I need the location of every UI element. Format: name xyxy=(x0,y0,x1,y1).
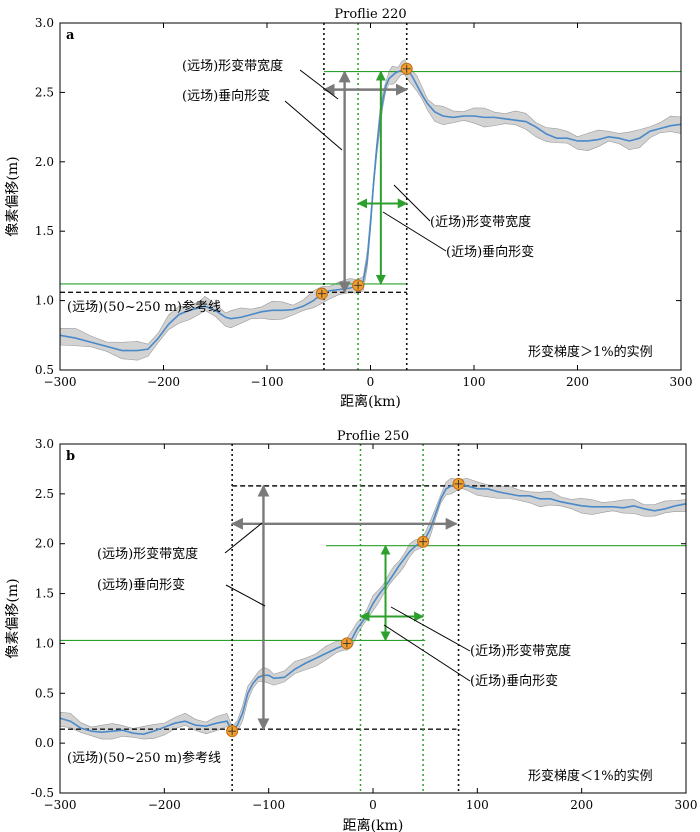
panel-label: a xyxy=(66,28,75,43)
x-tick-label: 100 xyxy=(466,798,489,812)
y-tick-label: -0.5 xyxy=(31,786,54,800)
x-axis-label: 距离(km) xyxy=(343,817,404,832)
x-tick-label: −300 xyxy=(44,798,77,812)
annotation-label: (远场)(50~250 m)参考线 xyxy=(67,750,221,766)
annotation-label: (近场)形变带宽度 xyxy=(470,643,571,659)
y-tick-label: 2.0 xyxy=(35,155,54,169)
annotation-leader-line xyxy=(224,522,263,554)
y-tick-label: 1.0 xyxy=(35,294,54,308)
x-tick-label: −200 xyxy=(148,798,181,812)
x-tick-label: −300 xyxy=(44,375,77,389)
chart-title: Proflie 250 xyxy=(337,429,409,444)
annotation-leader-line xyxy=(382,211,447,252)
annotation-label: 形变梯度＜1%的实例 xyxy=(528,768,653,784)
y-tick-label: 1.5 xyxy=(35,224,54,238)
panel-a: −300 −200 −100 0 100 200 300 0.5 1.0 1.5 2.0 2.5 3.0… xyxy=(5,7,692,410)
annotation-label: (远场)垂向形变 xyxy=(182,88,270,104)
annotation-leader-line xyxy=(383,624,471,682)
y-tick-label: 2.5 xyxy=(35,487,54,501)
chart-title: Proflie 220 xyxy=(334,7,406,22)
x-tick-label: 0 xyxy=(369,798,377,812)
panel-b: −300 −200 −100 0 100 200 300 -0.5 0.0 0.5 1.0 1.5 2.… xyxy=(5,429,697,832)
profile-line xyxy=(59,483,687,735)
annotation-leader-line xyxy=(299,69,339,100)
x-tick-label: −200 xyxy=(147,375,180,389)
annotation-label: 形变梯度＞1%的实例 xyxy=(528,344,653,360)
y-tick-label: 3.0 xyxy=(35,437,54,451)
y-tick-label: 3.0 xyxy=(35,16,54,30)
annotation-label: (远场)垂向形变 xyxy=(97,577,185,593)
profile-envelope xyxy=(59,59,682,361)
y-axis-label: 像素偏移(m) xyxy=(5,156,21,236)
y-tick-label: 2.0 xyxy=(35,537,54,551)
annotation-leader-line xyxy=(225,584,266,607)
x-tick-label: 200 xyxy=(566,375,589,389)
x-axis-label: 距离(km) xyxy=(340,393,401,410)
y-tick-label: 1.0 xyxy=(35,636,54,650)
annotation-leader-line xyxy=(284,100,343,151)
annotation-leader-line xyxy=(390,606,471,652)
annotation-label: (远场)(50~250 m)参考线 xyxy=(67,299,221,315)
annotation-label: (近场)垂向形变 xyxy=(470,673,558,689)
x-tick-label: −100 xyxy=(251,375,284,389)
profile-envelope xyxy=(59,477,687,740)
x-tick-label: −100 xyxy=(252,798,285,812)
annotation-label: (远场)形变带宽度 xyxy=(97,546,198,562)
annotation-label: (近场)垂向形变 xyxy=(446,244,534,260)
y-tick-label: 1.5 xyxy=(35,587,54,601)
y-tick-label: 0.0 xyxy=(35,736,54,750)
panel-label: b xyxy=(66,449,75,464)
y-tick-label: 0.5 xyxy=(35,686,54,700)
x-tick-label: 300 xyxy=(675,798,698,812)
y-tick-label: 2.5 xyxy=(35,85,54,99)
x-tick-label: 0 xyxy=(367,375,375,389)
x-tick-label: 200 xyxy=(570,798,593,812)
annotation-leader-line xyxy=(393,184,431,222)
y-axis-label: 像素偏移(m) xyxy=(5,578,21,658)
x-tick-label: 300 xyxy=(670,375,693,389)
plot-frame xyxy=(59,22,682,371)
x-tick-label: 100 xyxy=(463,375,486,389)
annotation-label: (远场)形变带宽度 xyxy=(182,58,283,74)
y-tick-label: 0.5 xyxy=(35,363,54,377)
plot-frame xyxy=(59,443,687,794)
annotation-label: (近场)形变带宽度 xyxy=(430,214,531,230)
